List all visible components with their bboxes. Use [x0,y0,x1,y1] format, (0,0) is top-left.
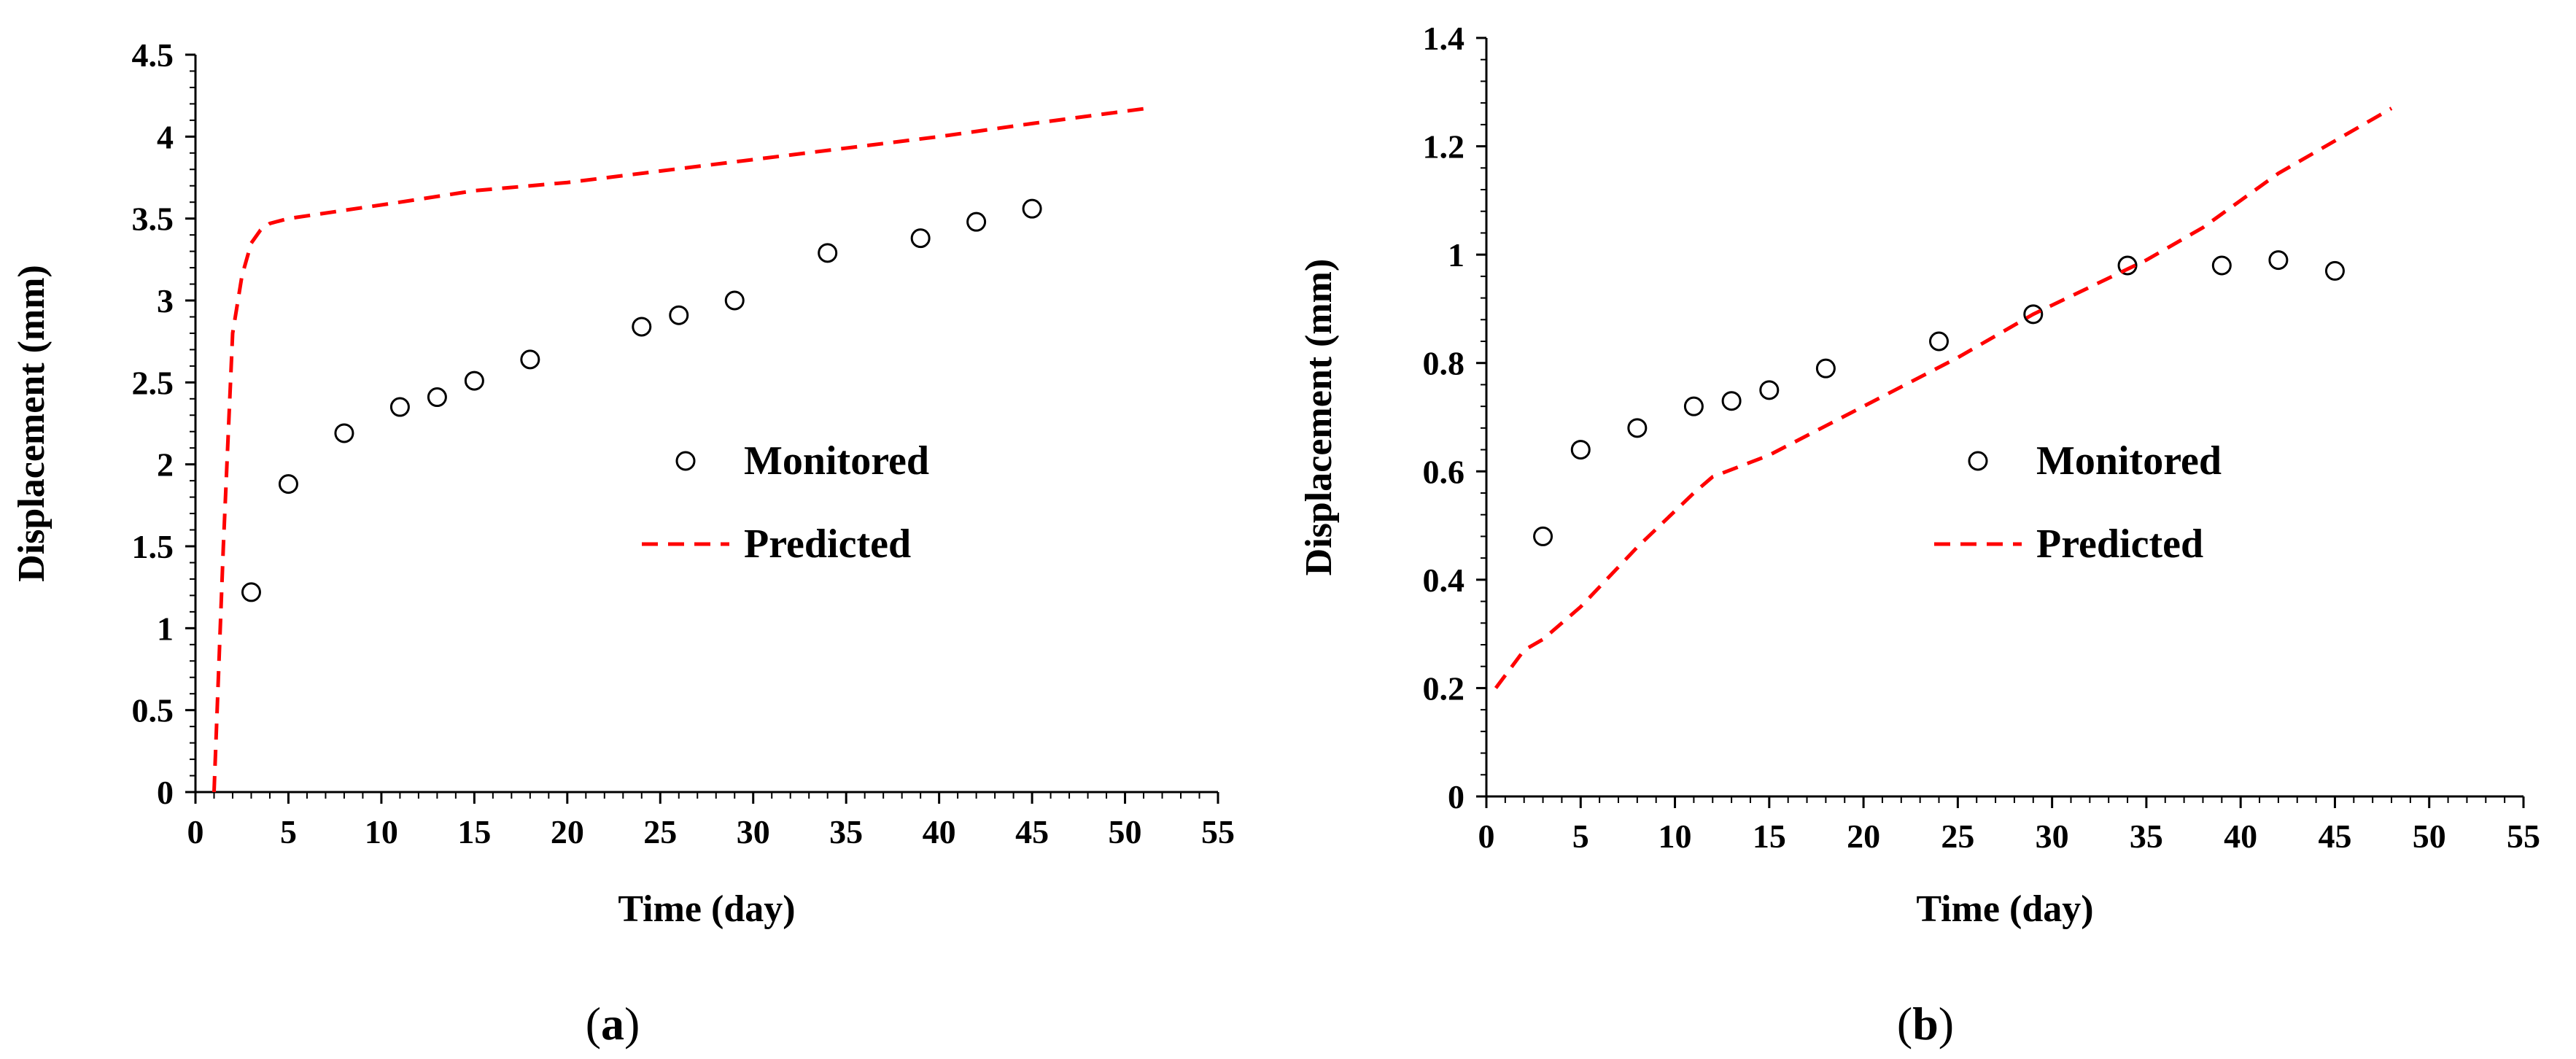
x-tick-label: 45 [1015,813,1049,850]
predicted-series-line [1494,106,2393,689]
y-tick-label: 0.4 [1423,562,1465,599]
monitored-point [1683,396,1704,416]
x-tick-label: 0 [187,813,204,850]
x-tick-label: 45 [2318,818,2351,855]
legend-monitored-marker [675,451,696,471]
monitored-point [2211,255,2232,276]
x-tick-label: 5 [280,813,297,850]
y-tick-label: 1.5 [132,528,174,565]
chart-a: 0 0.5 1 1.5 2 2.5 3 3.5 4 4.5 0 5 10 15 20 25 30 35 40 45 50… [11,36,1235,1050]
y-tick-label: 4.5 [132,36,174,74]
monitored-point [1721,391,1742,411]
legend-monitored-label: Monitored [2036,438,2222,484]
y-axis-title: Displacement (mm) [11,265,53,582]
y-tick-label: 0.6 [1423,453,1465,490]
x-tick-label: 30 [2036,818,2069,855]
y-tick-label: 0.5 [132,692,174,729]
monitored-point [1929,331,1950,352]
y-tick-label: 0 [157,774,174,811]
monitored-point [724,290,745,311]
monitored-point [427,387,447,408]
y-tick-label: 1 [1448,236,1464,274]
x-tick-label: 20 [551,813,584,850]
y-tick-label: 3.5 [132,201,174,238]
monitored-point [2324,260,2345,281]
x-tick-label: 40 [2224,818,2257,855]
monitored-point [278,474,298,494]
monitored-point [1022,198,1042,219]
x-tick-label: 0 [1478,818,1495,855]
legend-predicted-label: Predicted [744,521,911,567]
monitored-point [669,305,689,325]
monitored-point [389,397,410,417]
monitored-point [966,212,987,232]
x-tick-label: 20 [1847,818,1880,855]
legend-monitored-label: Monitored [744,438,929,484]
y-tick-label: 2.5 [132,364,174,401]
legend-predicted-label: Predicted [2036,521,2203,567]
monitored-point [334,423,354,443]
monitored-point [2268,250,2289,271]
monitored-point [1815,358,1836,379]
x-tick-label: 15 [1753,818,1786,855]
x-tick-label: 35 [2130,818,2163,855]
y-tick-label: 1.4 [1423,20,1465,57]
monitored-point [464,371,484,391]
x-tick-label: 40 [923,813,956,850]
chart-b: 0 0.2 0.4 0.6 0.8 1 1.2 1.4 0 5 10 15 20 25 30 35 40 45 50… [1298,20,2540,1050]
x-tick-label: 50 [2413,818,2446,855]
x-tick-label: 10 [365,813,398,850]
y-tick-label: 0.8 [1423,345,1465,382]
x-axis-title: Time (day) [1916,888,2093,930]
x-tick-label: 5 [1572,818,1589,855]
y-tick-label: 2 [157,446,174,484]
y-tick-label: 1.2 [1423,128,1465,166]
y-tick-label: 0.2 [1423,670,1465,707]
y-tick-label: 4 [157,118,174,155]
legend-monitored-marker [1968,451,1988,471]
y-tick-label: 1 [157,610,174,647]
monitored-point [1627,418,1648,438]
x-tick-label: 55 [1201,813,1235,850]
y-axis-title: Displacement (mm) [1298,259,1340,576]
x-tick-label: 50 [1109,813,1142,850]
x-tick-label: 30 [737,813,770,850]
y-tick-label: 0 [1448,778,1464,815]
monitored-point [520,349,540,370]
x-tick-label: 10 [1659,818,1692,855]
panel-label: (b) [1897,998,1954,1050]
monitored-point [241,582,261,602]
x-tick-label: 35 [829,813,863,850]
predicted-series-line [212,106,1144,793]
x-tick-label: 55 [2507,818,2540,855]
y-tick-label: 3 [157,282,174,319]
monitored-point [818,243,838,263]
monitored-point [1533,526,1553,546]
panel-label: (a) [586,998,640,1050]
monitored-point [632,317,652,337]
monitored-point [1759,380,1780,400]
x-tick-label: 25 [1941,818,1974,855]
x-tick-label: 25 [643,813,677,850]
x-axis-title: Time (day) [618,888,795,930]
monitored-point [1570,440,1591,460]
monitored-point [910,228,931,249]
x-tick-label: 15 [457,813,491,850]
